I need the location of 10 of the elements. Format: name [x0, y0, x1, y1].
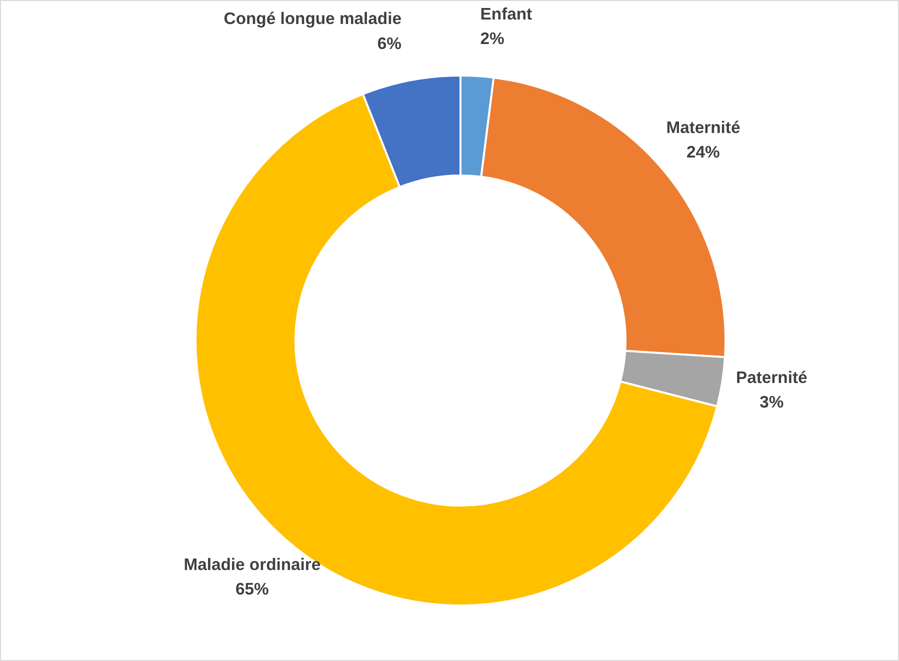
- data-label: 65%: [236, 580, 270, 599]
- data-label: 6%: [377, 34, 402, 53]
- slice-label: Maternité: [666, 118, 740, 137]
- slice-label: Congé longue maladie: [224, 9, 402, 28]
- slice-label: Paternité: [736, 368, 808, 387]
- data-label: 3%: [760, 392, 784, 412]
- slice-label: Enfant: [480, 4, 533, 24]
- data-label: 24%: [686, 142, 720, 162]
- data-label: 2%: [480, 28, 505, 48]
- slice-label: Maladie ordinaire: [184, 554, 321, 574]
